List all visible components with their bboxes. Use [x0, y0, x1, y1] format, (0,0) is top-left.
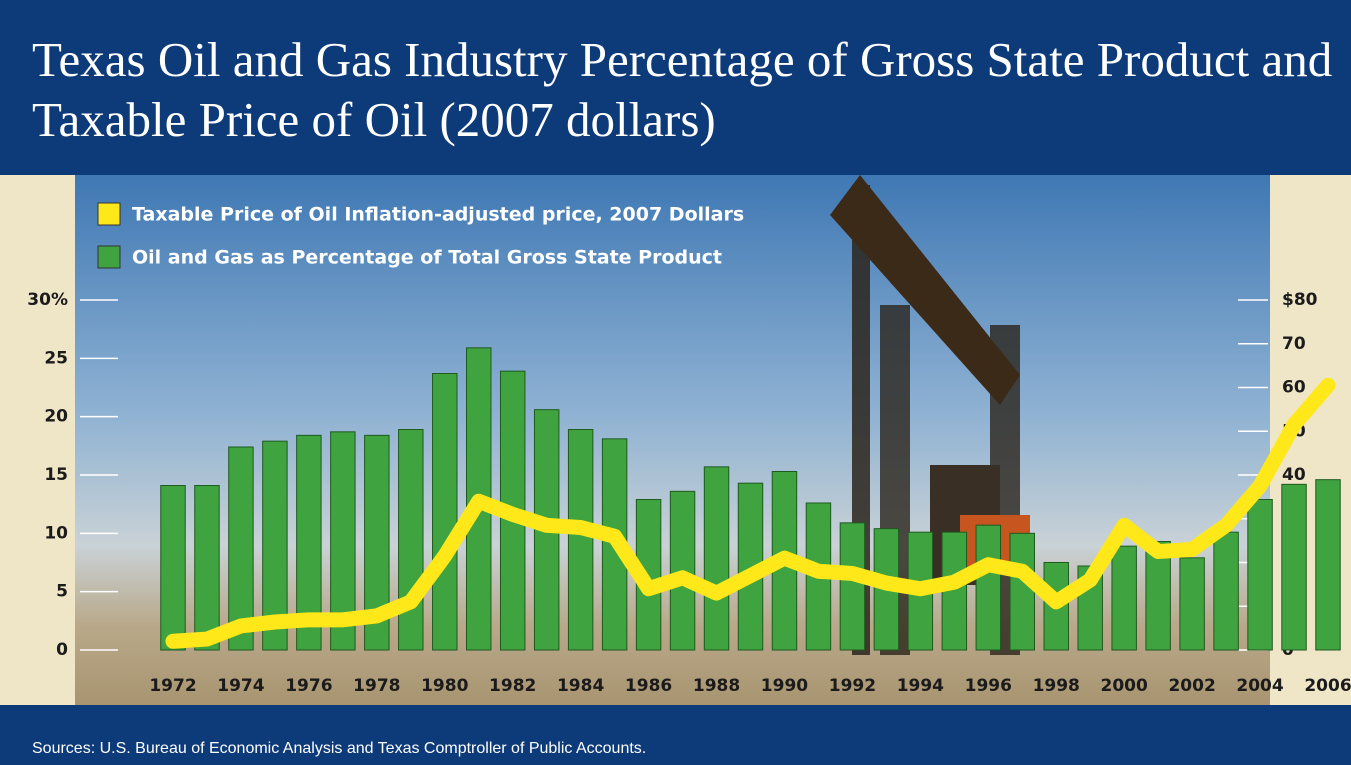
x-tick-label: 1976: [285, 676, 332, 696]
x-tick-label: 1998: [1033, 676, 1080, 696]
y2-tick-label: 70: [1282, 334, 1306, 354]
x-tick-label: 1996: [965, 676, 1012, 696]
x-tick-label: 1980: [421, 676, 468, 696]
y-tick-label: 20: [44, 407, 68, 427]
chart: 051015202530%010203040506070$80197219741…: [0, 175, 1351, 705]
legend-label: Taxable Price of Oil Inflation-adjusted …: [132, 204, 744, 226]
chart-title: Texas Oil and Gas Industry Percentage of…: [0, 0, 1351, 175]
y-tick-label: 0: [56, 640, 68, 660]
x-tick-label: 1984: [557, 676, 604, 696]
y2-tick-label: $80: [1282, 290, 1318, 310]
y-tick-label: 30%: [27, 290, 68, 310]
bar: [1281, 483, 1307, 651]
source-note: Sources: U.S. Bureau of Economic Analysi…: [0, 705, 1351, 765]
x-tick-label: 1986: [625, 676, 672, 696]
y2-tick-label: 60: [1282, 378, 1306, 398]
y-tick-label: 5: [56, 582, 68, 602]
x-tick-label: 1990: [761, 676, 808, 696]
bar: [975, 524, 1002, 651]
bar: [160, 485, 186, 651]
x-tick-label: 1988: [693, 676, 740, 696]
bar: [1145, 541, 1171, 651]
bar: [1315, 479, 1341, 651]
bar: [398, 429, 424, 651]
x-tick-label: 2002: [1168, 676, 1215, 696]
y2-tick-label: 40: [1282, 465, 1306, 485]
y-tick-label: 25: [44, 348, 68, 368]
legend-label: Oil and Gas as Percentage of Total Gross…: [132, 247, 722, 269]
price-line: [165, 377, 1336, 649]
bar: [1179, 557, 1205, 651]
bar: [1213, 531, 1239, 651]
bar: [432, 373, 458, 651]
x-tick-label: 1978: [353, 676, 400, 696]
x-tick-label: 1974: [217, 676, 264, 696]
x-tick-label: 2004: [1236, 676, 1283, 696]
x-tick-label: 1972: [149, 676, 196, 696]
x-tick-label: 1982: [489, 676, 536, 696]
bar: [567, 429, 594, 651]
y-tick-label: 15: [44, 465, 68, 485]
x-tick-label: 2000: [1101, 676, 1148, 696]
legend-swatch: [97, 202, 121, 226]
x-tick-label: 1992: [829, 676, 876, 696]
bar: [194, 485, 220, 651]
x-tick-label: 1994: [897, 676, 944, 696]
bar: [839, 522, 866, 651]
bar: [1009, 532, 1035, 651]
bar: [1111, 545, 1137, 651]
y-tick-label: 10: [44, 523, 68, 543]
bar: [703, 466, 730, 651]
x-tick-label: 2006: [1304, 676, 1351, 696]
bar: [1247, 499, 1273, 651]
legend-swatch: [97, 245, 121, 269]
bar: [228, 446, 254, 651]
